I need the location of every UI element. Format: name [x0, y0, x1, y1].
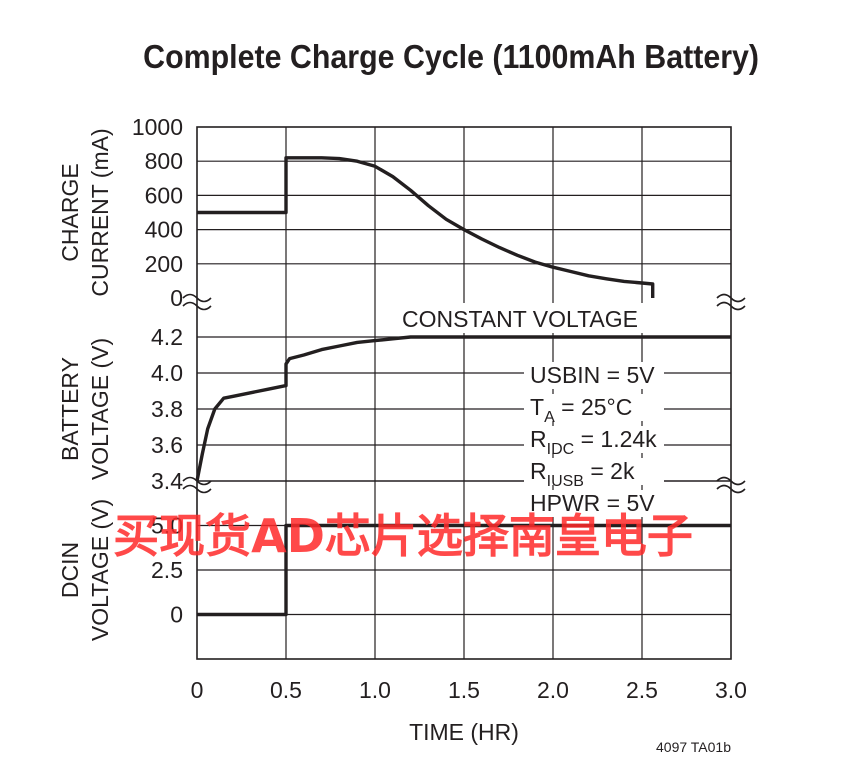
condition-label: RIDC = 1.24k: [530, 426, 657, 458]
axis-break-stroke: [182, 484, 212, 494]
y-axis-label-line: VOLTAGE (V): [87, 338, 113, 480]
x-axis-label: TIME (HR): [409, 719, 519, 745]
y-axis-label-line: BATTERY: [57, 357, 83, 461]
condition-bg: [524, 426, 664, 453]
condition-bg: [524, 394, 664, 421]
y-tick-label: 3.8: [151, 396, 183, 422]
condition-bg: [524, 458, 664, 485]
axis-break-mark: [182, 476, 212, 494]
constant-voltage-bg: [392, 303, 650, 333]
chart-title: Complete Charge Cycle (1100mAh Battery): [143, 38, 760, 75]
plot-frame: [196, 126, 732, 660]
condition-label: RIUSB = 2k: [530, 458, 635, 490]
x-tick-label: 1.5: [448, 677, 480, 703]
axis-break-mark: [182, 293, 212, 311]
axis-break-stroke: [182, 476, 212, 486]
constant-voltage-label: CONSTANT VOLTAGE: [402, 306, 638, 332]
y-tick-label: 400: [145, 217, 183, 243]
axis-break-mark: [716, 476, 746, 494]
axis-break-stroke: [716, 476, 746, 486]
y-tick-label: 0: [170, 285, 183, 311]
y-tick-label: 3.4: [151, 468, 183, 494]
axis-break-stroke: [716, 301, 746, 311]
y-tick-label: 600: [145, 182, 183, 208]
y-tick-label: 0: [170, 602, 183, 628]
condition-label: HPWR = 5V: [530, 490, 655, 516]
x-tick-label: 2.5: [626, 677, 658, 703]
condition-label: USBIN = 5V: [530, 362, 655, 388]
y-tick-label: 1000: [132, 114, 183, 140]
y-axis-label-line: CHARGE: [57, 163, 83, 261]
condition-bg: [524, 362, 664, 389]
series-line: [197, 156, 655, 298]
x-tick-label: 3.0: [715, 677, 747, 703]
y-axis-label: DCIN VOLTAGE (V): [57, 499, 113, 641]
y-axis-label-line: VOLTAGE (V): [87, 499, 113, 641]
axis-break-stroke: [716, 484, 746, 494]
axis-break-stroke: [182, 301, 212, 311]
series-line: [195, 335, 731, 482]
y-tick-label: 2.5: [151, 557, 183, 583]
condition-label: TA = 25°C: [530, 394, 632, 426]
axis-break-stroke: [182, 293, 212, 303]
x-tick-label: 0: [191, 677, 204, 703]
y-axis-label-line: CURRENT (mA): [87, 128, 113, 296]
x-tick-label: 1.0: [359, 677, 391, 703]
y-axis-label: CHARGE CURRENT (mA): [57, 128, 113, 296]
x-tick-label: 2.0: [537, 677, 569, 703]
y-tick-label: 5.0: [151, 513, 183, 539]
y-tick-label: 800: [145, 148, 183, 174]
y-axis-label: BATTERY VOLTAGE (V): [57, 338, 113, 480]
y-tick-label: 3.6: [151, 432, 183, 458]
y-tick-label: 4.0: [151, 360, 183, 386]
condition-bg: [524, 490, 664, 517]
y-axis-label-line: DCIN: [57, 542, 83, 598]
y-tick-label: 4.2: [151, 324, 183, 350]
axis-break-stroke: [716, 293, 746, 303]
axis-break-mark: [716, 293, 746, 311]
figure-code: 4097 TA01b: [656, 739, 731, 755]
series-line: [197, 523, 731, 617]
watermark-text: 买现货AD芯片选择南皇电子: [113, 509, 693, 563]
x-tick-label: 0.5: [270, 677, 302, 703]
y-tick-label: 200: [145, 251, 183, 277]
